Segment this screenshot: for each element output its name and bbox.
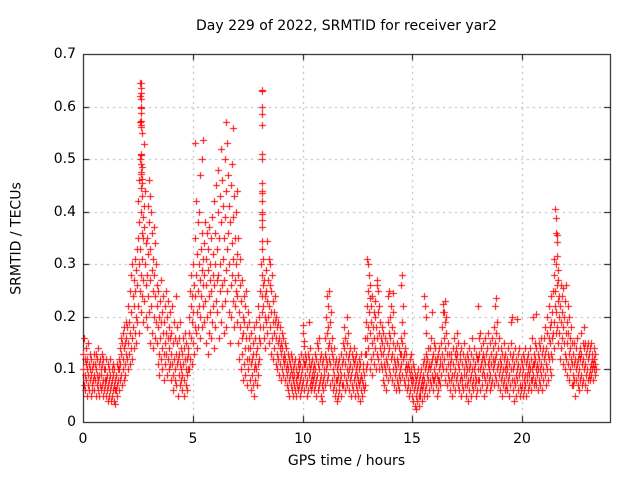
y-tick-label: 0.3 [53,256,76,272]
x-tick-label: 20 [513,431,531,447]
x-tick-label: 0 [78,431,88,447]
x-tick-label: 10 [294,431,312,447]
y-tick-label: 0.1 [53,361,76,377]
y-tick-label: 0 [67,414,76,430]
x-tick-label: 15 [403,431,421,447]
y-tick-label: 0.2 [53,309,76,325]
x-tick-label: 5 [188,431,198,447]
x-axis-label: GPS time / hours [287,453,406,469]
y-tick-label: 0.4 [53,204,76,220]
y-tick-label: 0.6 [53,99,76,115]
chart-title: Day 229 of 2022, SRMTID for receiver yar… [196,18,497,34]
y-tick-label: 0.5 [53,151,76,167]
y-tick-label: 0.7 [53,46,76,62]
